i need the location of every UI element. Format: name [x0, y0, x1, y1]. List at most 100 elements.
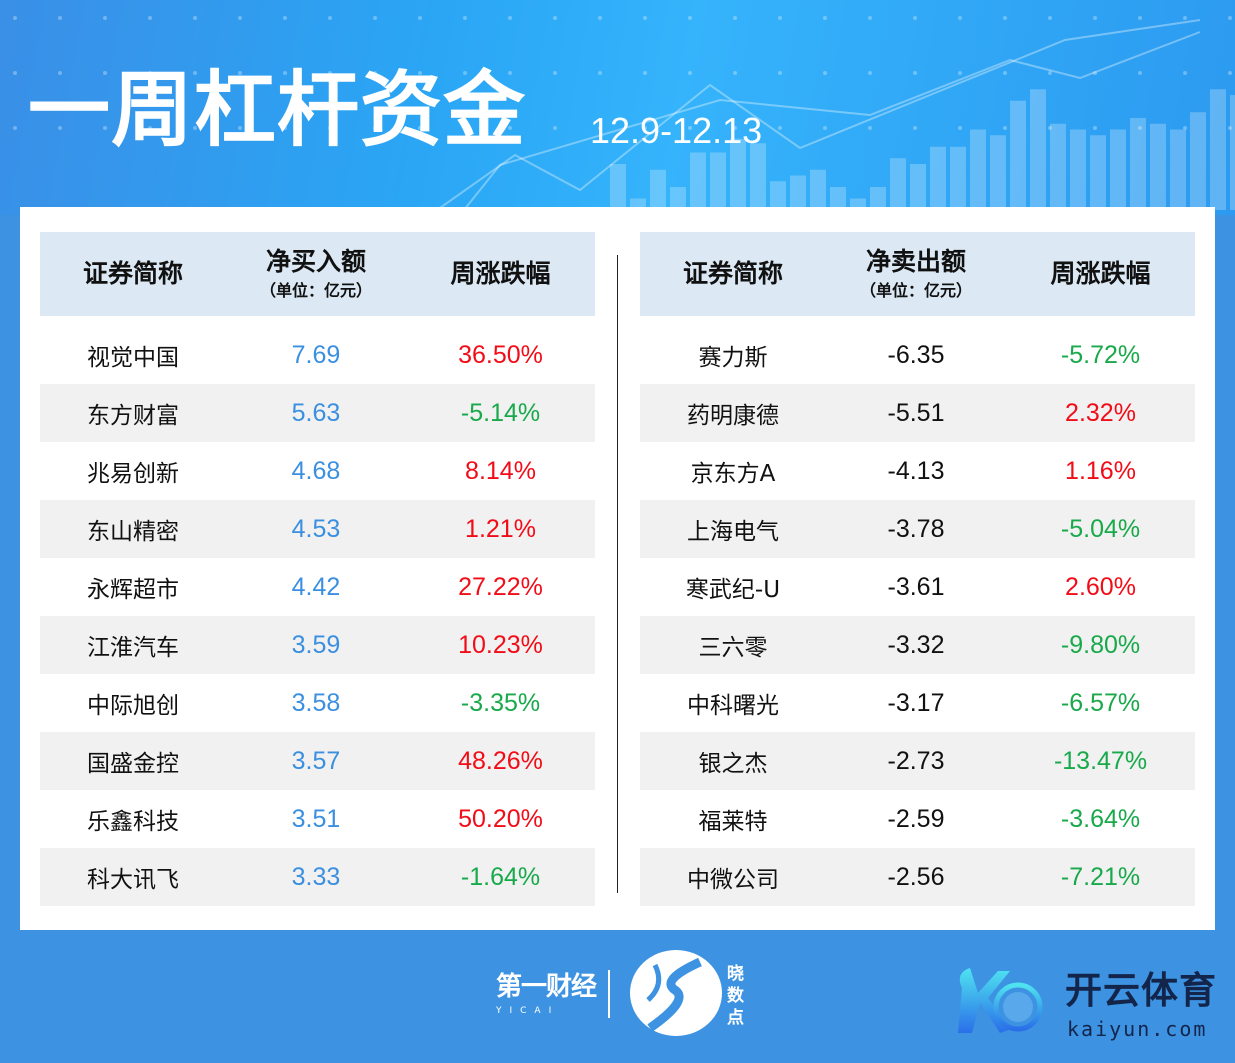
amount: 4.68 [291, 456, 341, 485]
table-row: 上海电气 -3.78 -5.04% [640, 500, 1195, 558]
decor-dot [643, 16, 647, 20]
amount: 7.69 [291, 340, 341, 369]
table-row: 银之杰 -2.73 -13.47% [640, 732, 1195, 790]
weekly-change: -5.72% [1060, 340, 1141, 369]
decor-bar [890, 158, 906, 210]
decor-dot [418, 71, 422, 75]
decor-dot [283, 126, 287, 130]
decor-dot [778, 126, 782, 130]
date-range: 12.9-12.13 [590, 110, 763, 151]
decor-dot [328, 71, 332, 75]
decor-dot [1138, 16, 1142, 20]
decor-dot [13, 16, 17, 20]
security-name: 上海电气 [687, 519, 779, 545]
weekly-change: -5.14% [460, 398, 541, 427]
yicai-logo: 第一财经 YICAI [496, 972, 597, 1016]
decor-dot [823, 16, 827, 20]
decor-dot [733, 16, 737, 20]
table-row: 中科曙光 -3.17 -6.57% [640, 674, 1195, 732]
security-name: 三六零 [698, 635, 768, 661]
decor-dot [1048, 126, 1052, 130]
decor-bar [810, 169, 826, 210]
security-name: 东山精密 [87, 519, 179, 545]
decor-dot [913, 16, 917, 20]
decor-dot [688, 126, 692, 130]
amount: -3.78 [887, 514, 945, 543]
amount: -2.56 [887, 862, 945, 891]
net-buy-table: 证券简称 净买入额 （单位：亿元） 周涨跌幅 视觉中国 7.69 36.50% 东方… [40, 232, 595, 906]
decor-dot [733, 71, 737, 75]
table-row: 三六零 -3.32 -9.80% [640, 616, 1195, 674]
decor-dot [238, 126, 242, 130]
security-name: 福莱特 [698, 809, 768, 835]
weekly-change: 27.22% [458, 572, 543, 601]
weekly-change: 2.60% [1065, 572, 1136, 601]
security-name: 中科曙光 [687, 693, 779, 719]
decor-bar [930, 146, 946, 210]
divider [617, 255, 618, 893]
decor-dot [958, 16, 962, 20]
security-name: 赛力斯 [698, 345, 768, 371]
decor-bar [1190, 112, 1206, 210]
decor-dot [373, 126, 377, 130]
decor-dot [913, 71, 917, 75]
decor-dot [1048, 71, 1052, 75]
decor-dot [1138, 126, 1142, 130]
decor-bar [1110, 129, 1126, 210]
decor-dot [103, 16, 107, 20]
net-sell-table: 证券简称 净卖出额 （单位：亿元） 周涨跌幅 赛力斯 -6.35 -5.72% 药明… [640, 232, 1195, 906]
amount: 4.53 [291, 514, 341, 543]
security-name: 中微公司 [687, 867, 779, 893]
decor-dot [1003, 16, 1007, 20]
header-banner: 一周杠杆资金 12.9-12.13 [0, 0, 1235, 215]
amount: 3.51 [291, 804, 341, 833]
footer: 第一财经 YICAI 晓数点 开云体育 kaiyun.com [0, 945, 1235, 1063]
amount: 3.33 [291, 862, 341, 891]
decor-dot [193, 126, 197, 130]
table-row: 东方财富 5.63 -5.14% [40, 384, 595, 442]
decor-dot [643, 126, 647, 130]
decor-bar [950, 146, 966, 210]
decor-bar [830, 187, 846, 210]
decor-dot [103, 71, 107, 75]
weekly-change: 8.14% [465, 456, 536, 485]
decor-dot [13, 71, 17, 75]
table-row: 江淮汽车 3.59 10.23% [40, 616, 595, 674]
weekly-change: -3.64% [1060, 804, 1141, 833]
decor-dot [1228, 126, 1232, 130]
weekly-change: 2.32% [1065, 398, 1136, 427]
security-name: 中际旭创 [87, 693, 179, 719]
decor-bar [870, 187, 886, 210]
decor-dot [598, 126, 602, 130]
decor-dot [688, 71, 692, 75]
amount: -3.17 [887, 688, 945, 717]
table-row: 中际旭创 3.58 -3.35% [40, 674, 595, 732]
decor-dot [1228, 71, 1232, 75]
decor-bar [970, 129, 986, 210]
weekly-change: -3.35% [460, 688, 541, 717]
amount: 4.42 [291, 572, 341, 601]
decor-bar [690, 152, 706, 210]
decor-dot [1093, 16, 1097, 20]
table-row: 京东方A -4.13 1.16% [640, 442, 1195, 500]
kaiyun-logo-icon [958, 968, 1043, 1033]
decor-dot [238, 71, 242, 75]
decor-dot [778, 71, 782, 75]
security-name: 药明康德 [687, 403, 779, 429]
security-name: 兆易创新 [87, 461, 179, 487]
xiaoshudian-text: 晓数点 [727, 964, 744, 1028]
weekly-change: -6.57% [1060, 688, 1141, 717]
decor-dot [868, 71, 872, 75]
table-header: 证券简称 净买入额 （单位：亿元） 周涨跌幅 [40, 232, 595, 316]
decor-dot [373, 71, 377, 75]
weekly-change: 48.26% [458, 746, 543, 775]
table-row: 兆易创新 4.68 8.14% [40, 442, 595, 500]
decor-dot [463, 16, 467, 20]
weekly-change: 36.50% [458, 340, 543, 369]
decor-dot [733, 126, 737, 130]
weekly-change: -13.47% [1053, 746, 1148, 775]
amount: -2.59 [887, 804, 945, 833]
decor-dot [58, 126, 62, 130]
weekly-change: 50.20% [458, 804, 543, 833]
decor-dot [418, 126, 422, 130]
